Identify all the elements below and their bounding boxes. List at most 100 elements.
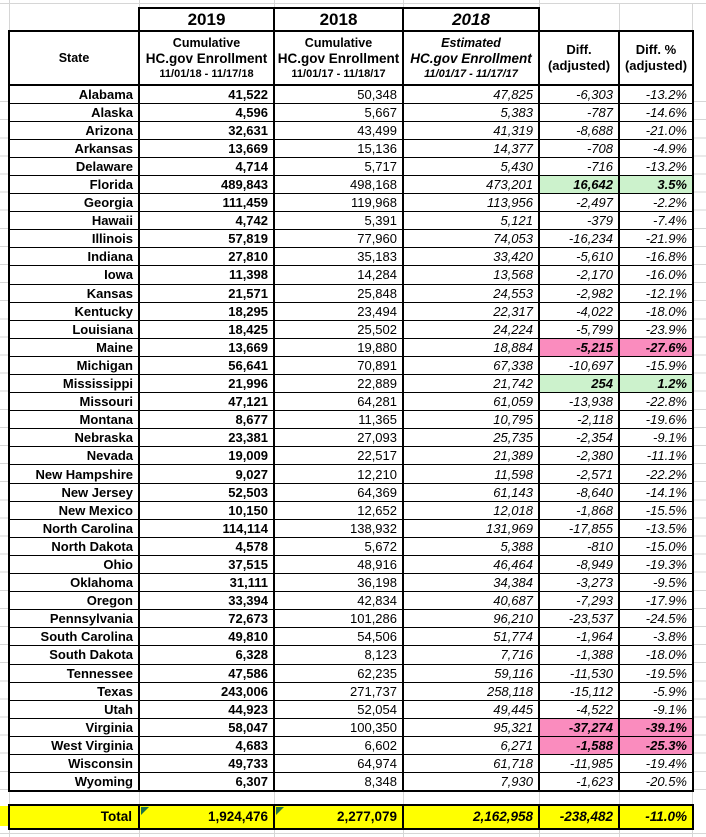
cell-2019-enrollment[interactable]: 33,394 (138, 591, 275, 611)
cell-diff[interactable]: -1,964 (538, 627, 620, 647)
cell-state[interactable]: Texas (8, 681, 140, 701)
cell-state[interactable]: Nevada (8, 446, 140, 466)
cell-2018-estimated[interactable]: 5,121 (402, 211, 540, 231)
cell-diff-pct[interactable]: -17.9% (618, 591, 694, 611)
cell-2018-enrollment[interactable]: 25,502 (273, 319, 404, 339)
cell-diff[interactable]: -379 (538, 211, 620, 231)
cell-2018-estimated[interactable]: 51,774 (402, 627, 540, 647)
cell-diff-pct[interactable]: 1.2% (618, 373, 694, 394)
cell-2018-estimated[interactable]: 22,317 (402, 301, 540, 321)
cell-2018-enrollment[interactable]: 52,054 (273, 699, 404, 719)
cell-diff[interactable]: -23,537 (538, 609, 620, 629)
cell-2018-estimated[interactable]: 258,118 (402, 681, 540, 701)
cell-diff-pct[interactable]: -21.9% (618, 229, 694, 249)
cell-state[interactable]: Alaska (8, 102, 140, 122)
cell-diff-pct[interactable]: 3.5% (618, 174, 694, 195)
cell-2018-enrollment[interactable]: 62,235 (273, 663, 404, 683)
cell-2018-enrollment[interactable]: 8,348 (273, 772, 404, 792)
cell-2018-enrollment[interactable]: 27,093 (273, 428, 404, 448)
cell-diff-pct[interactable]: -7.4% (618, 211, 694, 231)
cell-diff-pct[interactable]: -25.3% (618, 735, 694, 755)
cell-2018-enrollment[interactable]: 42,834 (273, 591, 404, 611)
cell-2019-enrollment[interactable]: 9,027 (138, 464, 275, 484)
cell-2018-enrollment[interactable]: 5,672 (273, 536, 404, 556)
cell-diff[interactable]: -2,380 (538, 446, 620, 466)
cell-2019-enrollment[interactable]: 114,114 (138, 518, 275, 538)
cell-2019-enrollment[interactable]: 21,571 (138, 283, 275, 303)
cell-diff[interactable]: -7,293 (538, 591, 620, 611)
cell-diff-pct[interactable]: -20.5% (618, 772, 694, 792)
cell-2019-enrollment[interactable]: 58,047 (138, 717, 275, 737)
cell-diff-pct[interactable]: -14.6% (618, 102, 694, 122)
cell-state[interactable]: Georgia (8, 193, 140, 213)
cell-2019-enrollment[interactable]: 18,425 (138, 319, 275, 339)
cell-2018-estimated[interactable]: 5,383 (402, 102, 540, 122)
cell-state[interactable]: Oregon (8, 591, 140, 611)
cell-diff[interactable]: -2,118 (538, 410, 620, 430)
diff-pct-column-header[interactable]: Diff. % (adjusted) (618, 30, 694, 86)
cell-2018-estimated[interactable]: 41,319 (402, 120, 540, 140)
cell-2018-enrollment[interactable]: 64,974 (273, 753, 404, 774)
cell-diff[interactable]: -4,522 (538, 699, 620, 719)
cell-2018-estimated[interactable]: 113,956 (402, 193, 540, 213)
cell-state[interactable]: South Dakota (8, 645, 140, 665)
cell-2018-enrollment[interactable]: 23,494 (273, 301, 404, 321)
cell-2018-enrollment[interactable]: 5,667 (273, 102, 404, 122)
cell-diff[interactable]: -8,949 (538, 554, 620, 575)
cell-2019-enrollment[interactable]: 11,398 (138, 265, 275, 285)
total-2019-cell[interactable]: 1,924,476 (138, 803, 275, 830)
cell-2019-enrollment[interactable]: 6,328 (138, 645, 275, 665)
cell-2019-enrollment[interactable]: 4,714 (138, 156, 275, 176)
cell-2018-enrollment[interactable]: 5,717 (273, 156, 404, 176)
cell-diff-pct[interactable]: -13.2% (618, 84, 694, 104)
cell-diff[interactable]: -16,234 (538, 229, 620, 249)
cell-2018-enrollment[interactable]: 54,506 (273, 627, 404, 647)
cell-state[interactable]: Missouri (8, 392, 140, 412)
year-2018-estimated-header[interactable]: 2018 (402, 7, 540, 32)
cell-diff[interactable]: -11,985 (538, 753, 620, 774)
cell-2019-enrollment[interactable]: 18,295 (138, 301, 275, 321)
cell-state[interactable]: Alabama (8, 84, 140, 104)
cell-diff[interactable]: -17,855 (538, 518, 620, 538)
cell-2019-enrollment[interactable]: 49,810 (138, 627, 275, 647)
cell-diff-pct[interactable]: -4.9% (618, 138, 694, 158)
cell-state[interactable]: Nebraska (8, 428, 140, 448)
cumulative-2018-column-header[interactable]: Cumulative HC.gov Enrollment 11/01/17 - … (273, 30, 404, 86)
cell-state[interactable]: Maine (8, 337, 140, 357)
cell-state[interactable]: Louisiana (8, 319, 140, 339)
cell-diff[interactable]: -8,688 (538, 120, 620, 140)
cell-2019-enrollment[interactable]: 489,843 (138, 174, 275, 195)
cell-diff-pct[interactable]: -12.1% (618, 283, 694, 303)
cell-diff[interactable]: -1,588 (538, 735, 620, 755)
cell-state[interactable]: Utah (8, 699, 140, 719)
cell-state[interactable]: Arizona (8, 120, 140, 140)
cell-2018-enrollment[interactable]: 101,286 (273, 609, 404, 629)
cell-state[interactable]: Pennsylvania (8, 609, 140, 629)
cell-2018-estimated[interactable]: 24,224 (402, 319, 540, 339)
cell-2019-enrollment[interactable]: 37,515 (138, 554, 275, 575)
cell-state[interactable]: New Hampshire (8, 464, 140, 484)
cell-diff[interactable]: -2,571 (538, 464, 620, 484)
cell-diff[interactable]: -5,215 (538, 337, 620, 357)
cell-2018-estimated[interactable]: 11,598 (402, 464, 540, 484)
cell-2018-enrollment[interactable]: 119,968 (273, 193, 404, 213)
cell-2019-enrollment[interactable]: 72,673 (138, 609, 275, 629)
cell-2018-estimated[interactable]: 25,735 (402, 428, 540, 448)
cell-diff-pct[interactable]: -11.1% (618, 446, 694, 466)
cell-2019-enrollment[interactable]: 243,006 (138, 681, 275, 701)
cell-state[interactable]: Florida (8, 174, 140, 195)
cell-2018-enrollment[interactable]: 43,499 (273, 120, 404, 140)
cell-2018-estimated[interactable]: 61,059 (402, 392, 540, 412)
cell-2018-estimated[interactable]: 33,420 (402, 247, 540, 267)
cell-2018-estimated[interactable]: 5,388 (402, 536, 540, 556)
cell-diff-pct[interactable]: -9.1% (618, 699, 694, 719)
cell-state[interactable]: Montana (8, 410, 140, 430)
cell-2018-estimated[interactable]: 49,445 (402, 699, 540, 719)
cell-2018-enrollment[interactable]: 14,284 (273, 265, 404, 285)
cell-diff[interactable]: -5,610 (538, 247, 620, 267)
cell-2018-enrollment[interactable]: 11,365 (273, 410, 404, 430)
cell-2018-enrollment[interactable]: 15,136 (273, 138, 404, 158)
cell-state[interactable]: New Mexico (8, 500, 140, 520)
cell-state[interactable]: Oklahoma (8, 573, 140, 593)
cell-2018-enrollment[interactable]: 138,932 (273, 518, 404, 538)
